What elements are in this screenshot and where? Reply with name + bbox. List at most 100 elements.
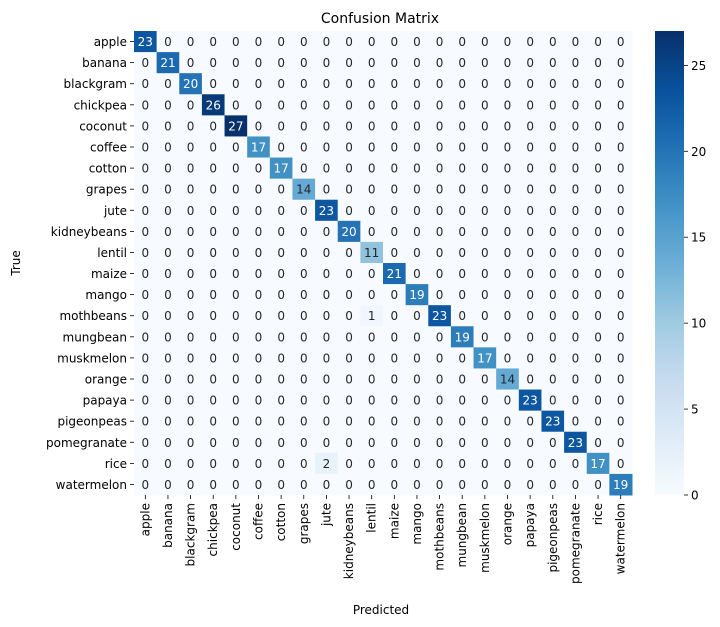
cell-value: 0 [141, 77, 149, 91]
x-tick-label: kidneybeans [342, 503, 356, 579]
cell-value: 0 [617, 225, 625, 239]
heatmap-cell [224, 410, 248, 433]
cell-value: 0 [300, 162, 308, 176]
heatmap-cell [564, 452, 588, 475]
heatmap-cell [609, 52, 633, 74]
heatmap-cell [405, 263, 429, 285]
colorbar-tick-label: 25 [691, 59, 706, 73]
cell-value: 0 [187, 351, 195, 365]
cell-value: 0 [390, 204, 398, 218]
heatmap-cell [564, 220, 588, 243]
heatmap-cell [224, 473, 248, 496]
heatmap-cell [247, 157, 271, 180]
cell-value: 0 [436, 288, 444, 302]
cell-value: 0 [594, 77, 602, 91]
heatmap-cell [496, 73, 520, 95]
cell-value: 0 [572, 35, 580, 49]
heatmap-cells: 23 0 0 0 0 0 0 0 0 0 0 0 0 0 0 0 0 0 0 0 0 00 21 0 0 0 0 0 0 0 0 0 0 0 0 0 0… [134, 31, 633, 496]
cell-value: 0 [549, 141, 557, 155]
heatmap-cell [134, 284, 158, 306]
cell-value: 11 [364, 246, 379, 260]
cell-value: 0 [255, 457, 263, 471]
cell-value: 0 [277, 98, 285, 112]
x-tick-label: mango [410, 503, 424, 545]
heatmap-cell [518, 305, 542, 327]
cell-value: 0 [141, 330, 149, 344]
cell-value: 0 [277, 457, 285, 471]
heatmap-cell [247, 284, 271, 306]
cell-value: 0 [187, 246, 195, 260]
cell-value: 0 [504, 225, 512, 239]
cell-value: 0 [368, 478, 376, 492]
heatmap-cell [224, 368, 248, 391]
cell-value: 0 [504, 351, 512, 365]
cell-value: 0 [617, 98, 625, 112]
cell-value: 0 [458, 288, 466, 302]
heatmap-cell [269, 431, 293, 454]
heatmap-cell [564, 178, 588, 201]
cell-value: 0 [504, 394, 512, 408]
heatmap-cell [496, 389, 520, 412]
heatmap-cell [496, 305, 520, 327]
heatmap-cell [292, 263, 316, 285]
heatmap-cell [247, 220, 271, 243]
cell-value: 0 [481, 162, 489, 176]
heatmap-cell [383, 326, 407, 348]
cell-value: 0 [594, 394, 602, 408]
heatmap-cell [450, 136, 475, 159]
cell-value: 0 [458, 225, 466, 239]
cell-value: 0 [390, 478, 398, 492]
heatmap-cell [405, 136, 429, 159]
cell-value: 0 [413, 373, 421, 387]
heatmap-cell [179, 220, 203, 243]
cell-value: 0 [526, 330, 534, 344]
cell-value: 0 [141, 415, 149, 429]
cell-value: 0 [572, 288, 580, 302]
cell-value: 0 [413, 309, 421, 323]
cell-value: 0 [232, 267, 240, 281]
cell-value: 0 [232, 225, 240, 239]
heatmap-cell [337, 305, 361, 327]
cell-value: 0 [390, 351, 398, 365]
cell-value: 0 [413, 204, 421, 218]
cell-value: 0 [209, 204, 217, 218]
heatmap-cell [383, 263, 407, 285]
cell-value: 0 [526, 162, 534, 176]
heatmap-cell [541, 473, 565, 496]
y-tick-label: papaya [83, 394, 127, 408]
heatmap-cell [383, 31, 407, 53]
cell-value: 14 [296, 183, 311, 197]
heatmap-cell [496, 410, 520, 433]
heatmap-cell [315, 73, 339, 95]
cell-value: 0 [481, 204, 489, 218]
heatmap-cell [428, 263, 452, 285]
heatmap-cell [201, 94, 226, 116]
cell-value: 0 [458, 309, 466, 323]
heatmap-cell [247, 73, 271, 95]
heatmap-cell [269, 326, 293, 348]
heatmap-cell [405, 410, 429, 433]
cell-value: 0 [345, 35, 353, 49]
heatmap-cell [292, 73, 316, 95]
heatmap-cell [179, 305, 203, 327]
heatmap-cell [224, 94, 248, 116]
cell-value: 0 [594, 415, 602, 429]
heatmap-cell [360, 326, 384, 348]
cell-value: 0 [141, 267, 149, 281]
heatmap-cell [224, 284, 248, 306]
heatmap-cell [496, 431, 520, 454]
cell-value: 0 [481, 288, 489, 302]
heatmap-cell [247, 305, 271, 327]
cell-value: 0 [187, 204, 195, 218]
cell-value: 0 [549, 267, 557, 281]
cell-value: 0 [277, 373, 285, 387]
colorbar-ticks: 0 5 10 15 20 25 [684, 59, 706, 503]
heatmap-cell [179, 326, 203, 348]
heatmap-cell [292, 241, 316, 264]
cell-value: 0 [436, 98, 444, 112]
cell-value: 0 [323, 183, 331, 197]
heatmap-cell [337, 452, 361, 475]
cell-value: 0 [526, 478, 534, 492]
x-tick-label: apple [138, 503, 152, 536]
cell-value: 0 [617, 351, 625, 365]
